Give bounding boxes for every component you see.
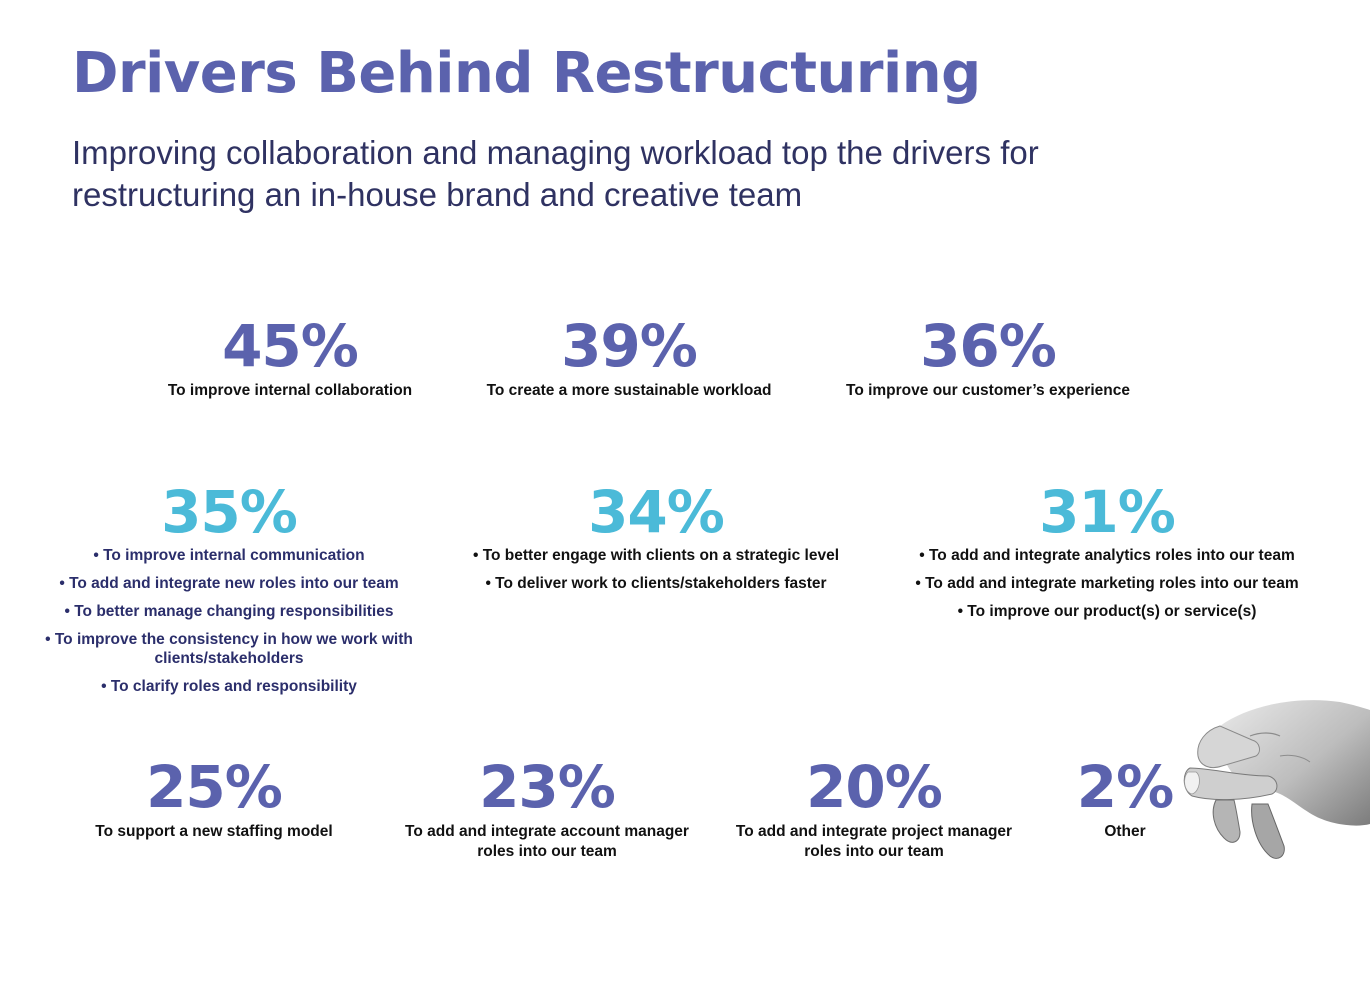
stat-23-label: To add and integrate account manager rol… <box>405 823 689 860</box>
stat-34-value: 34% <box>588 478 725 546</box>
stat-20-label: To add and integrate project manager rol… <box>735 823 1013 860</box>
stat-35-bullet: • To better manage changing responsibili… <box>64 603 394 620</box>
stat-20: 20% To add and integrate project manager… <box>729 757 1019 862</box>
stat-25-value: 25% <box>146 753 283 821</box>
stat-34-bullets: • To better engage with clients on a str… <box>456 546 856 593</box>
stat-36: 36% To improve our customer’s experience <box>828 316 1148 401</box>
stat-35-bullets: • To improve internal communication • To… <box>44 546 414 696</box>
stat-31: 31% • To add and integrate analytics rol… <box>902 482 1312 630</box>
stat-31-bullet: • To add and integrate analytics roles i… <box>919 547 1295 564</box>
stat-35: 35% • To improve internal communication … <box>44 482 414 705</box>
stat-35-bullet: • To improve internal communication <box>93 547 365 564</box>
stat-2-value: 2% <box>1076 753 1174 821</box>
stat-45-value: 45% <box>222 312 359 380</box>
stat-31-bullet: • To improve our product(s) or service(s… <box>957 603 1257 620</box>
stat-35-value: 35% <box>161 478 298 546</box>
stat-34-bullet: • To better engage with clients on a str… <box>472 547 840 564</box>
stat-23-value: 23% <box>479 753 616 821</box>
stat-39: 39% To create a more sustainable workloa… <box>469 316 789 401</box>
stat-45: 45% To improve internal collaboration <box>150 316 430 401</box>
stat-25: 25% To support a new staffing model <box>84 757 344 842</box>
stat-31-bullet: • To add and integrate marketing roles i… <box>915 575 1299 592</box>
stat-36-label: To improve our customer’s experience <box>846 382 1130 399</box>
stat-35-bullet: • To improve the consistency in how we w… <box>45 631 413 667</box>
stat-39-value: 39% <box>561 312 698 380</box>
stat-31-bullets: • To add and integrate analytics roles i… <box>902 546 1312 621</box>
stat-45-label: To improve internal collaboration <box>167 382 413 399</box>
stat-2-label: Other <box>1104 823 1146 840</box>
stat-35-bullet: • To clarify roles and responsibility <box>101 678 357 695</box>
stat-23: 23% To add and integrate account manager… <box>402 757 692 862</box>
stat-31-value: 31% <box>1039 478 1176 546</box>
stat-34-bullet: • To deliver work to clients/stakeholder… <box>485 575 827 592</box>
stat-39-label: To create a more sustainable workload <box>486 382 772 399</box>
stat-20-value: 20% <box>806 753 943 821</box>
stat-34: 34% • To better engage with clients on a… <box>456 482 856 602</box>
stat-36-value: 36% <box>920 312 1057 380</box>
stat-2: 2% Other <box>1055 757 1195 842</box>
stat-35-bullet: • To add and integrate new roles into ou… <box>59 575 399 592</box>
page-title: Drivers Behind Restructuring <box>72 41 981 106</box>
page-subtitle: Improving collaboration and managing wor… <box>72 134 1039 213</box>
stat-25-label: To support a new staffing model <box>95 823 333 840</box>
hand-illustration <box>1183 700 1370 859</box>
